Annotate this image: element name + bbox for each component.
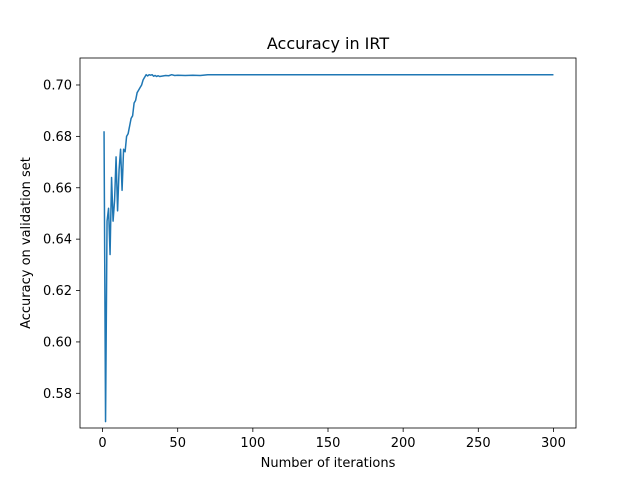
x-axis-ticks: 0 50 100 150 200 250 300	[98, 428, 566, 451]
y-tick-label: 0.68	[43, 130, 72, 145]
y-tick-label: 0.60	[43, 335, 72, 350]
series-line-accuracy	[103, 73, 554, 423]
y-tick-label: 0.64	[43, 233, 72, 248]
y-tick-label: 0.70	[43, 78, 72, 93]
plot-area: 0 50 100 150 200 250 300 0.580.600.620.640.660…	[43, 57, 577, 451]
x-tick-label: 0	[98, 436, 106, 451]
x-tick-label: 50	[169, 436, 186, 451]
x-axis-label: Number of iterations	[261, 456, 396, 471]
x-tick-label: 250	[466, 436, 491, 451]
y-axis-label: Accuracy on validation set	[19, 157, 34, 329]
x-tick-label: 300	[541, 436, 566, 451]
y-axis-ticks: 0.58 0.60 0.62 0.64 0.66 0.68 0.70	[43, 78, 80, 402]
y-tick-label: 0.58	[43, 387, 72, 402]
y-tick-label: 0.62	[43, 284, 72, 299]
y-tick-label: 0.66	[43, 181, 72, 196]
x-tick-label: 100	[240, 436, 265, 451]
x-tick-label: 150	[316, 436, 341, 451]
chart-title: Accuracy in IRT	[267, 34, 389, 53]
x-tick-label: 200	[391, 436, 416, 451]
